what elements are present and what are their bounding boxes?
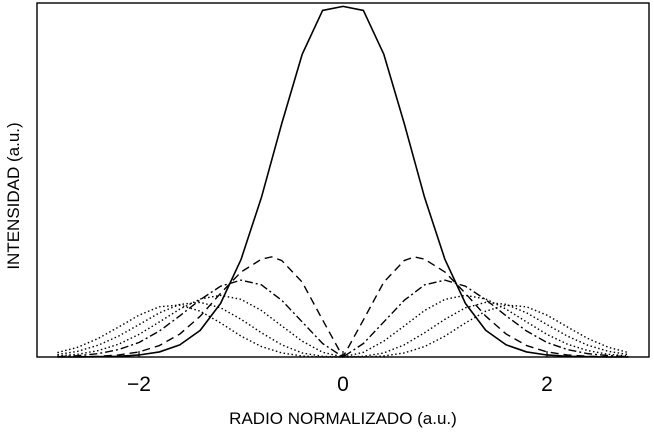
x-tick-label: 2 bbox=[541, 373, 553, 396]
series-line-1 bbox=[57, 5, 629, 358]
series-layer bbox=[57, 5, 629, 358]
series-line-4 bbox=[57, 294, 629, 358]
series-line-5 bbox=[57, 301, 629, 358]
x-axis-title: RADIO NORMALIZADO (a.u.) bbox=[229, 409, 457, 428]
series-line-6 bbox=[57, 304, 629, 358]
y-axis-title: INTENSIDAD (a.u.) bbox=[4, 122, 23, 269]
x-tick-label: 0 bbox=[337, 373, 349, 396]
series-line-3 bbox=[57, 279, 629, 358]
x-tick-label: −2 bbox=[127, 373, 151, 396]
series-line-2 bbox=[77, 256, 609, 358]
x-tick-labels: −2 0 2 bbox=[127, 373, 553, 396]
plot-frame bbox=[36, 2, 650, 358]
